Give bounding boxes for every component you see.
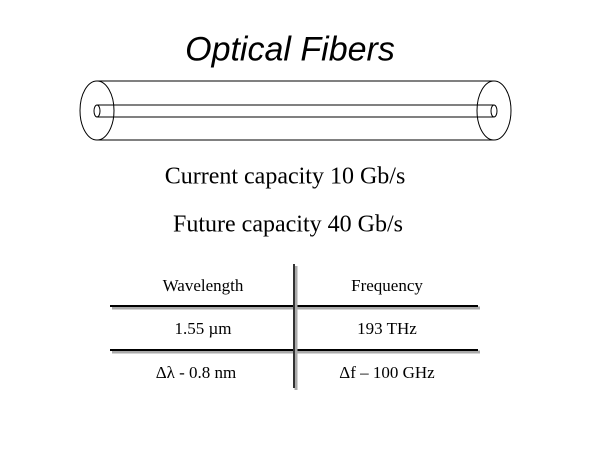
table-cell: 1.55 µm — [174, 319, 232, 338]
table-cell: 193 THz — [357, 319, 417, 338]
table-header: Frequency — [351, 276, 423, 295]
table-rules — [110, 264, 480, 390]
text-line: Future capacity 40 Gb/s — [173, 211, 403, 238]
table-header: Wavelength — [162, 276, 244, 295]
title: Optical Fibers — [185, 30, 395, 69]
text-line: Current capacity 10 Gb/s — [164, 163, 406, 190]
table-cell: Δf – 100 GHz — [339, 363, 435, 382]
fiber-illustration — [79, 80, 512, 141]
table-cell: Δλ - 0.8 nm — [155, 363, 237, 382]
